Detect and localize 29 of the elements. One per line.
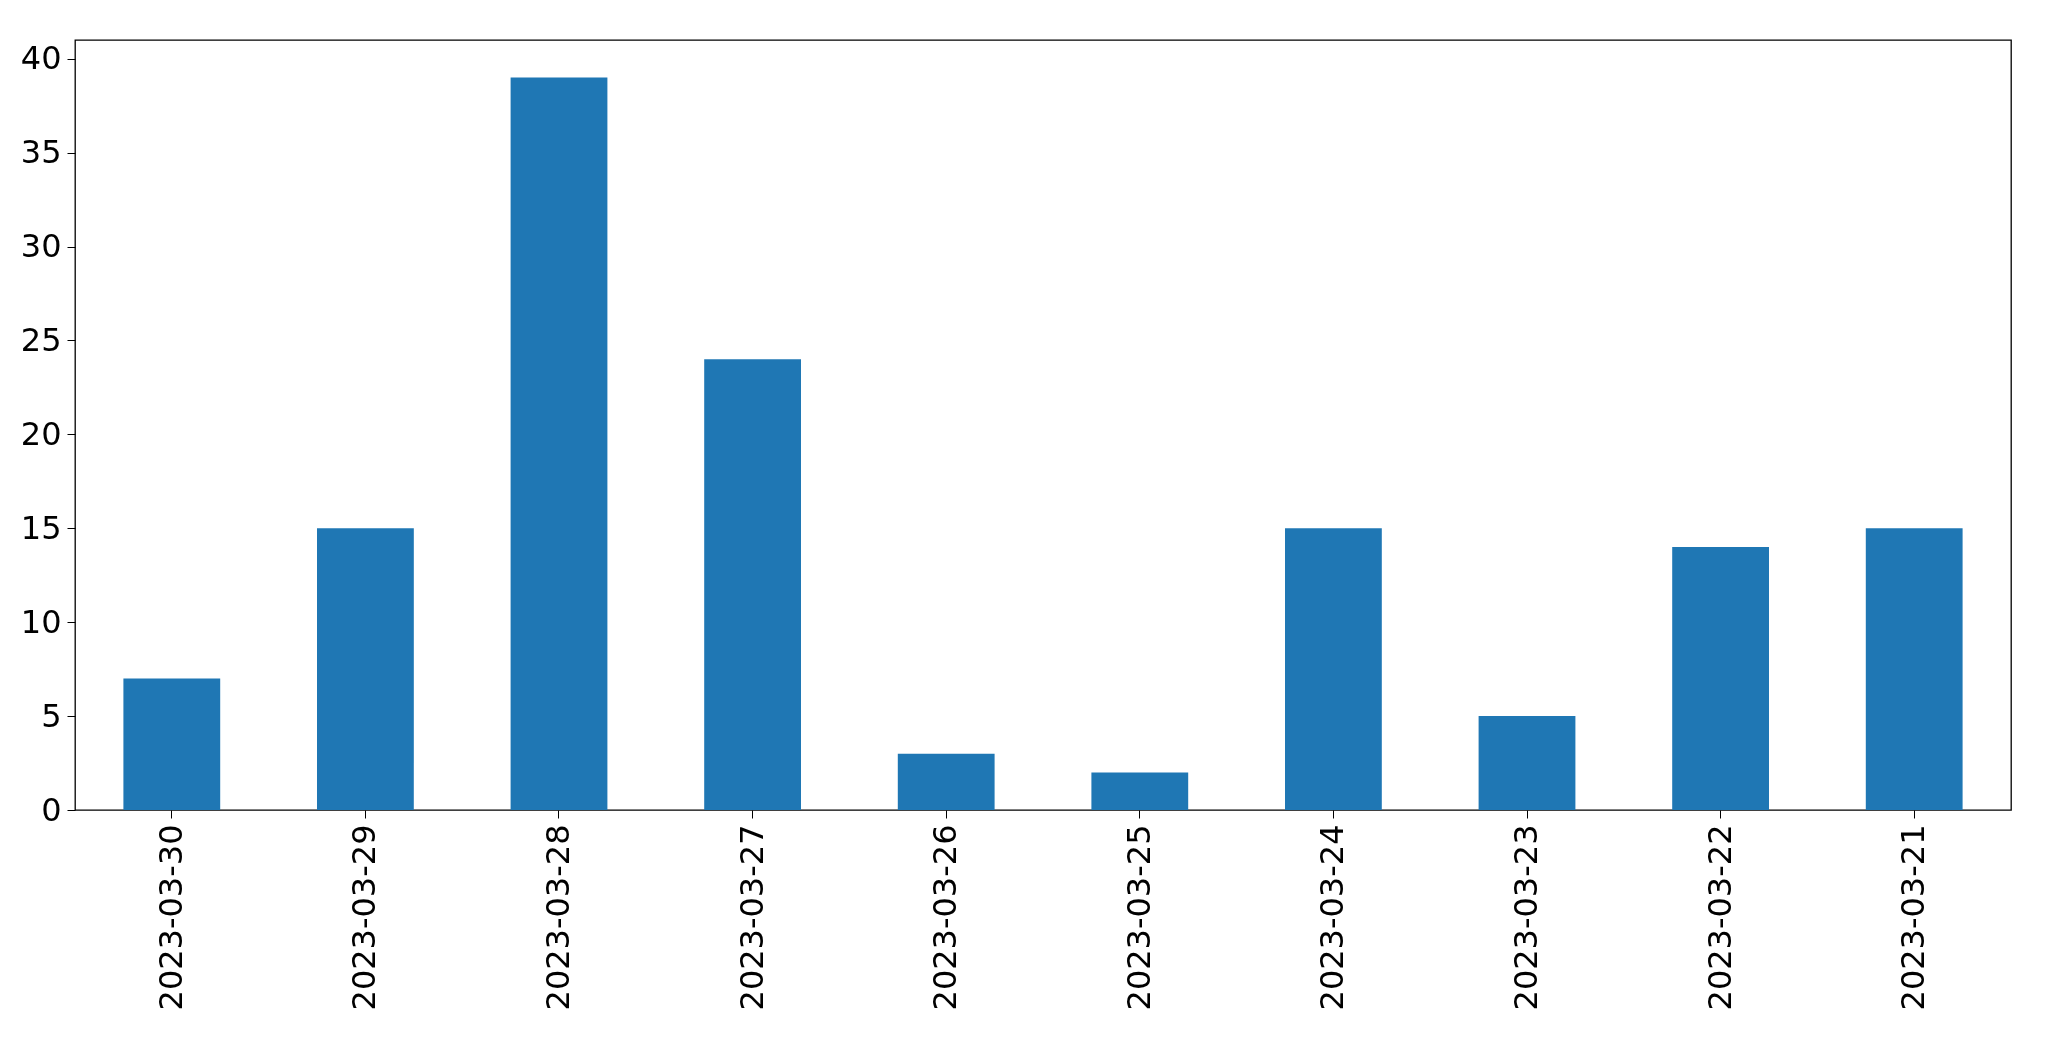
- x-tick-label: 2023-03-24: [1313, 824, 1352, 1011]
- x-tick-label: 2023-03-25: [1119, 824, 1158, 1011]
- y-tick-label: 10: [20, 602, 62, 641]
- y-tick-label: 30: [20, 227, 62, 266]
- y-tick-label: 15: [20, 508, 62, 547]
- x-tick-label: 2023-03-23: [1507, 824, 1545, 1011]
- y-tick-label: 0: [41, 790, 62, 829]
- y-tick-label: 20: [20, 414, 62, 453]
- y-tick-label: 25: [20, 320, 62, 359]
- bar: [704, 359, 801, 810]
- bar: [317, 528, 414, 810]
- bar: [897, 753, 995, 810]
- y-tick-label: 5: [41, 696, 62, 735]
- x-tick-label: 2023-03-26: [926, 824, 965, 1011]
- y-tick-label: 35: [20, 133, 62, 172]
- x-tick-label: 2023-03-22: [1700, 824, 1739, 1011]
- bar: [510, 77, 608, 810]
- x-tick-label: 2023-03-27: [732, 824, 771, 1011]
- x-tick-label: 2023-03-21: [1894, 824, 1933, 1011]
- y-tick-label: 40: [20, 39, 62, 78]
- bar: [1285, 528, 1382, 810]
- x-tick-label: 2023-03-28: [539, 824, 577, 1011]
- x-tick-label: 2023-03-30: [151, 824, 190, 1011]
- bar: [1672, 547, 1769, 810]
- x-tick-label: 2023-03-29: [345, 824, 384, 1011]
- bar: [1865, 528, 1963, 810]
- bar: [1478, 716, 1576, 810]
- bar: [123, 678, 221, 810]
- bar: [1091, 772, 1189, 810]
